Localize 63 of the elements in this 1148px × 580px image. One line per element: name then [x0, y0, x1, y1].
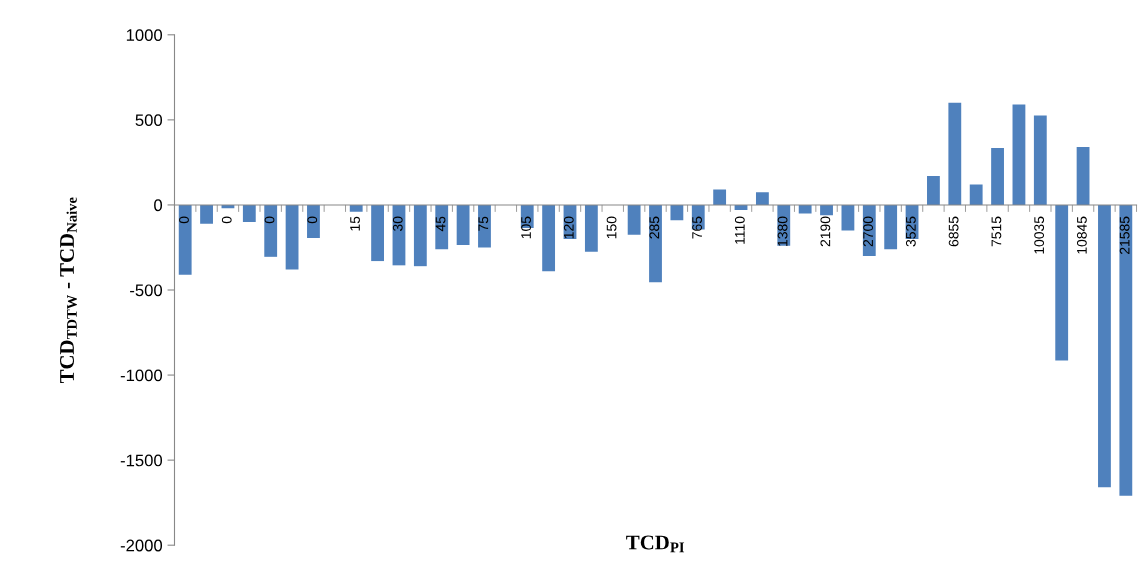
- bar: [542, 204, 556, 272]
- y-tick-label: 500: [135, 114, 163, 127]
- y-axis-title: TCD$_{TDTW}$ - TCD$_{Naive}$: [60, 197, 77, 384]
- x-tick-label: 75: [478, 216, 489, 231]
- y-tick-label: 1000: [126, 29, 163, 41]
- bar: [627, 204, 641, 235]
- bar: [242, 204, 256, 222]
- x-tick-label: 120: [563, 216, 574, 239]
- x-tick-label: 3525: [905, 216, 916, 247]
- x-tick-label: 6855: [948, 216, 959, 247]
- bar: [456, 204, 470, 245]
- x-tick-label: 1110: [734, 216, 745, 244]
- x-tick-label: 0: [307, 216, 318, 224]
- bar: [1076, 147, 1090, 205]
- bar: [1033, 115, 1047, 205]
- bar: [264, 204, 278, 257]
- bar: [927, 176, 940, 205]
- x-tick-label: 10845: [1076, 216, 1087, 254]
- bar: [713, 189, 727, 205]
- x-tick-label: 0: [221, 216, 232, 224]
- bar: [755, 192, 769, 205]
- bar: [349, 204, 363, 212]
- x-axis-title: TCD$_{PI}$: [626, 535, 685, 553]
- bar: [285, 204, 299, 270]
- bar: [649, 204, 662, 283]
- bar: [670, 204, 684, 221]
- bar: [991, 147, 1004, 205]
- bar: [1098, 204, 1111, 488]
- x-tick-label: 1380: [777, 216, 788, 246]
- x-tick-label: 285: [649, 216, 660, 239]
- x-tick-label: 105: [521, 216, 531, 239]
- y-tick-label: -500: [130, 284, 163, 297]
- x-tick-label: 30: [392, 216, 403, 231]
- x-tick-label: 0: [264, 216, 275, 224]
- bar: [1055, 204, 1069, 361]
- x-tick-label: 0: [179, 216, 189, 224]
- bar: [1012, 104, 1026, 205]
- bar: [307, 204, 320, 239]
- bar: [584, 204, 598, 252]
- bar: [371, 204, 384, 262]
- y-tick-label: -2000: [120, 539, 163, 552]
- x-tick-label: 10035: [1034, 216, 1045, 254]
- bar: [884, 204, 898, 250]
- bar: [435, 204, 449, 250]
- x-tick-label: 150: [606, 216, 617, 239]
- x-tick-label: 2700: [863, 216, 874, 247]
- bar: [1119, 204, 1133, 496]
- x-tick-label: 7515: [991, 216, 1002, 247]
- bar: [969, 184, 983, 205]
- bar: [200, 204, 213, 224]
- y-tick-label: -1000: [120, 369, 163, 382]
- bar: [413, 204, 427, 267]
- y-tick-label: -1500: [120, 454, 163, 467]
- x-tick-label: 21585: [1119, 216, 1130, 254]
- bar: [178, 204, 192, 275]
- y-tick-label: 0: [154, 199, 163, 212]
- x-tick-label: 2190: [820, 216, 831, 247]
- bar: [948, 102, 962, 205]
- bar: [841, 204, 855, 231]
- x-tick-label: 765: [692, 216, 702, 239]
- x-tick-label: 15: [350, 216, 360, 231]
- bar: [478, 204, 491, 248]
- x-tick-label: 45: [435, 216, 446, 232]
